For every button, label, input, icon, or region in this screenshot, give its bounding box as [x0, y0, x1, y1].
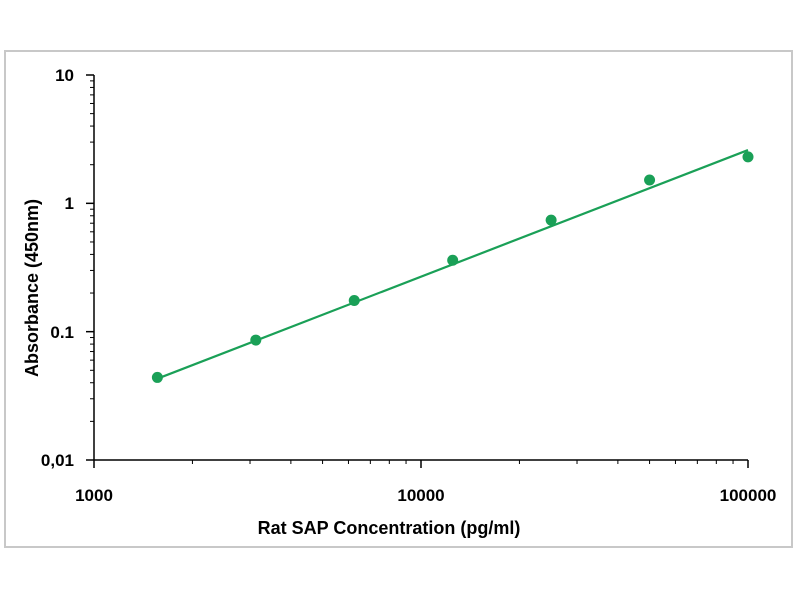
data-point — [151, 371, 163, 383]
data-point — [250, 334, 262, 346]
y-tick-label: 10 — [55, 66, 74, 85]
data-point — [545, 214, 557, 226]
y-tick-label: 0,01 — [41, 451, 74, 470]
x-tick-label: 10000 — [397, 486, 444, 505]
y-tick-label: 1 — [65, 194, 74, 213]
y-tick-label: 0.1 — [50, 323, 74, 342]
data-point — [447, 254, 459, 266]
axes — [93, 75, 748, 461]
tick-labels: 10 1 0.1 0,01 1000 10000 100000 — [41, 66, 776, 505]
x-tick-label: 1000 — [75, 486, 113, 505]
x-axis-title: Rat SAP Concentration (pg/ml) — [258, 518, 521, 538]
data-points — [151, 151, 754, 383]
y-axis-title: Absorbance (450nm) — [22, 199, 42, 377]
x-tick-label: 100000 — [720, 486, 777, 505]
ticks — [86, 74, 749, 468]
data-point — [742, 151, 754, 163]
data-point — [348, 294, 360, 306]
chart-frame — [4, 50, 793, 548]
data-point — [644, 174, 656, 186]
